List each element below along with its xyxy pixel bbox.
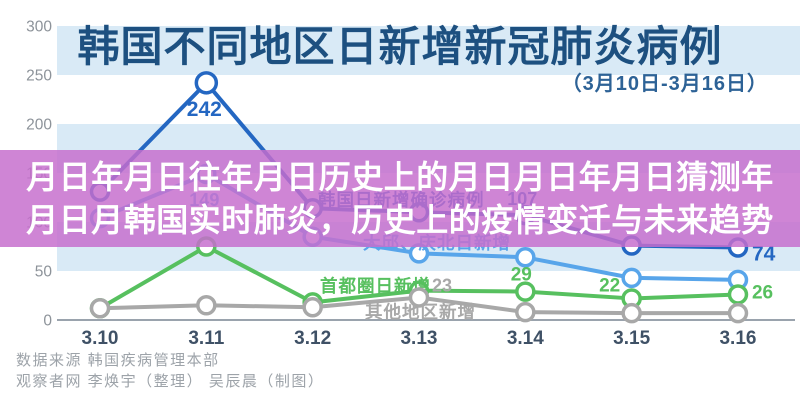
data-point-label: 242 bbox=[187, 98, 222, 121]
data-point-marker bbox=[89, 297, 111, 319]
source-note: 数据来源 韩国疾病管理本部 观察者网 李焕宇（整理） 吴辰晨（制图） bbox=[16, 350, 324, 392]
series-other-regions: 23 其他地区新增 bbox=[89, 275, 749, 324]
data-point-label: 74 bbox=[752, 242, 776, 265]
source-line2: 观察者网 李焕宇（整理） 吴辰晨（制图） bbox=[16, 373, 325, 390]
data-point-marker bbox=[196, 295, 217, 316]
x-tick-label: 3.11 bbox=[188, 328, 224, 349]
y-tick-label: 0 bbox=[43, 313, 52, 330]
y-tick-label: 300 bbox=[26, 19, 52, 36]
chart-title: 韩国不同地区日新增新冠肺炎病例 bbox=[77, 23, 723, 70]
x-tick-label: 3.10 bbox=[82, 328, 119, 349]
x-tick-label: 3.16 bbox=[719, 328, 756, 349]
data-point-marker bbox=[408, 287, 430, 308]
y-tick-label: 200 bbox=[26, 117, 52, 134]
data-point-label: 29 bbox=[511, 265, 532, 286]
series-name-label: 首都圈日新增 bbox=[320, 276, 431, 296]
overlay-banner-line2: 月日月韩国实时肺炎，历史上的疫情变迁与未来趋势 bbox=[26, 202, 774, 238]
data-point-marker bbox=[515, 281, 536, 302]
chart-subtitle: （3月10日-3月16日） bbox=[561, 73, 768, 95]
data-point-marker bbox=[302, 297, 323, 318]
data-point-label: 26 bbox=[752, 283, 773, 304]
overlay-banner: 月日年月日往年月日历史上的月日月日年月日猜测年 月日月韩国实时肺炎，历史上的疫情… bbox=[0, 150, 800, 247]
grid-band bbox=[57, 26, 800, 75]
data-point-marker bbox=[194, 71, 219, 95]
data-point-marker bbox=[621, 267, 642, 289]
x-tick-label: 3.12 bbox=[294, 328, 331, 349]
overlay-banner-line1: 月日年月日往年月日历史上的月日月日年月日猜测年 bbox=[26, 159, 774, 195]
y-tick-label: 250 bbox=[26, 68, 52, 85]
y-tick-label: 50 bbox=[35, 264, 53, 281]
x-tick-label: 3.14 bbox=[507, 328, 544, 349]
x-tick-label: 3.13 bbox=[400, 328, 437, 349]
series-name-label: 其他地区新增 bbox=[365, 302, 476, 322]
data-point-marker bbox=[621, 302, 642, 324]
source-line1: 数据来源 韩国疾病管理本部 bbox=[16, 352, 220, 369]
data-point-marker bbox=[515, 301, 536, 323]
data-point-marker bbox=[515, 247, 536, 268]
data-point-label: 23 bbox=[432, 275, 452, 295]
data-point-marker bbox=[727, 284, 749, 305]
x-tick-label: 3.15 bbox=[613, 328, 650, 349]
data-point-label: 22 bbox=[599, 275, 620, 296]
data-point-marker bbox=[727, 302, 749, 324]
